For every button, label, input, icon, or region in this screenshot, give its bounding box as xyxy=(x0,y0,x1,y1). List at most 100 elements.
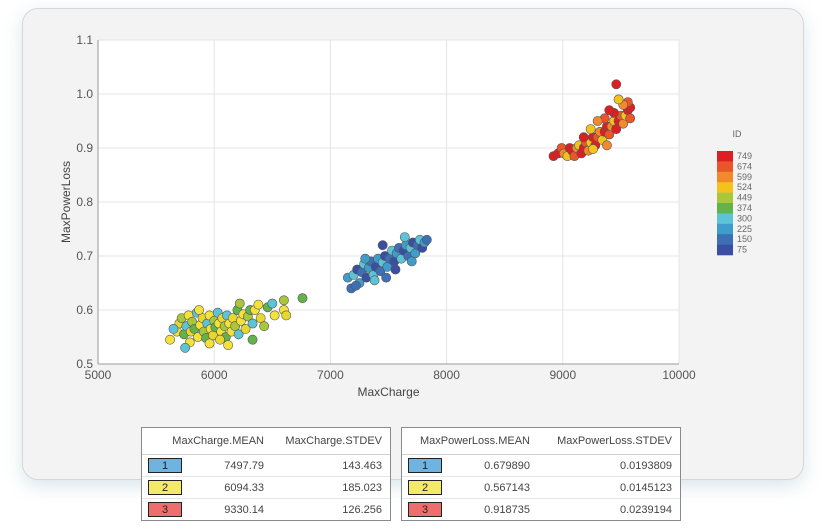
y-tick-label: 1.0 xyxy=(76,87,93,101)
data-point xyxy=(625,113,636,124)
maxcharge-stats-table: MaxCharge.MEAN MaxCharge.STDEV 1 7497.79… xyxy=(141,427,391,521)
stdev-value: 0.0193809 xyxy=(620,459,672,472)
legend-label: 674 xyxy=(737,161,752,171)
legend-label: 374 xyxy=(737,203,752,213)
y-tick-label: 0.6 xyxy=(76,303,93,317)
legend-label: 449 xyxy=(737,193,752,203)
data-point xyxy=(406,256,417,267)
column-header: MaxPowerLoss.MEAN xyxy=(419,435,530,447)
table-row: 1 0.679890 0.0193809 xyxy=(402,455,680,477)
legend-swatch xyxy=(717,171,733,183)
cluster-badge: 2 xyxy=(148,480,182,495)
column-header: MaxCharge.MEAN xyxy=(172,435,264,447)
data-point xyxy=(281,310,292,321)
x-tick-label: 6000 xyxy=(201,368,228,382)
data-point xyxy=(360,253,371,264)
table-row: 3 9330.14 126.256 xyxy=(142,499,390,520)
data-point xyxy=(351,280,361,291)
y-tick-label: 0.9 xyxy=(76,141,93,155)
legend-label: 749 xyxy=(737,151,752,161)
cluster-badge: 1 xyxy=(148,458,182,473)
data-point xyxy=(223,340,234,350)
mean-value: 0.918735 xyxy=(484,503,530,516)
x-tick-label: 5000 xyxy=(85,368,112,382)
legend-swatch xyxy=(717,151,733,162)
maxpowerloss-stats-table: MaxPowerLoss.MEAN MaxPowerLoss.STDEV 1 0… xyxy=(401,427,681,521)
column-header: MaxPowerLoss.STDEV xyxy=(557,435,672,447)
data-point xyxy=(180,342,191,353)
legend-label: 150 xyxy=(737,234,752,244)
data-point xyxy=(390,264,401,275)
data-point xyxy=(604,105,615,116)
data-point xyxy=(227,313,238,323)
data-point xyxy=(247,318,258,329)
data-point xyxy=(588,144,598,154)
y-axis-label: MaxPowerLoss xyxy=(59,161,73,243)
data-point xyxy=(259,321,270,332)
data-point xyxy=(240,323,251,334)
legend-label: 524 xyxy=(737,182,752,192)
data-point xyxy=(585,124,596,135)
data-point xyxy=(168,323,179,334)
data-point xyxy=(255,313,266,323)
y-tick-label: 0.8 xyxy=(76,195,93,209)
cluster-badge: 1 xyxy=(408,458,442,473)
legend-swatch xyxy=(717,213,733,225)
cluster-badge: 3 xyxy=(148,502,182,517)
legend-swatch xyxy=(717,244,733,256)
table-header: MaxCharge.MEAN MaxCharge.STDEV xyxy=(142,428,390,455)
data-point xyxy=(204,338,215,349)
stdev-value: 0.0239194 xyxy=(620,503,672,516)
data-point xyxy=(369,275,380,286)
data-point xyxy=(381,272,392,283)
data-point xyxy=(297,293,308,304)
x-tick-label: 8000 xyxy=(433,368,460,382)
table-row: 1 7497.79 143.463 xyxy=(142,455,390,477)
stdev-value: 143.463 xyxy=(342,459,382,472)
data-point xyxy=(194,305,204,315)
legend-swatch xyxy=(717,203,733,214)
data-point xyxy=(578,132,589,143)
legend-swatch xyxy=(717,161,733,173)
table-row: 3 0.918735 0.0239194 xyxy=(402,499,680,520)
legend-label: 225 xyxy=(737,224,752,234)
data-point xyxy=(279,295,289,306)
data-point xyxy=(269,310,280,321)
data-point xyxy=(233,329,244,340)
legend-title: ID xyxy=(733,129,743,139)
data-point xyxy=(165,334,175,345)
table-row: 2 0.567143 0.0145123 xyxy=(402,477,680,499)
data-point xyxy=(377,240,388,251)
mean-value: 9330.14 xyxy=(224,503,264,516)
x-tick-label: 7000 xyxy=(317,368,344,382)
data-point xyxy=(267,298,278,309)
data-point xyxy=(602,140,612,151)
x-axis-label: MaxCharge xyxy=(357,385,419,399)
x-tick-label: 9000 xyxy=(549,368,576,382)
data-point xyxy=(421,234,432,245)
stdev-value: 185.023 xyxy=(342,481,382,494)
legend-swatch xyxy=(717,223,733,235)
mean-value: 6094.33 xyxy=(224,481,264,494)
mean-value: 0.679890 xyxy=(484,459,530,472)
y-tick-label: 1.1 xyxy=(76,33,93,47)
legend-label: 599 xyxy=(737,172,752,182)
legend-swatch xyxy=(717,234,733,245)
data-point xyxy=(215,334,225,345)
y-tick-label: 0.7 xyxy=(76,249,93,263)
mean-value: 0.567143 xyxy=(484,481,530,494)
y-tick-label: 0.5 xyxy=(76,357,93,371)
x-tick-label: 10000 xyxy=(662,368,696,382)
stdev-value: 0.0145123 xyxy=(620,481,672,494)
legend-swatch xyxy=(717,182,733,193)
cluster-badge: 3 xyxy=(408,502,442,517)
data-point xyxy=(247,334,258,345)
mean-value: 7497.79 xyxy=(224,459,264,472)
data-point xyxy=(253,299,264,310)
column-header: MaxCharge.STDEV xyxy=(285,435,382,447)
legend-swatch xyxy=(717,192,733,204)
data-point xyxy=(592,116,603,126)
legend-label: 75 xyxy=(737,245,747,255)
data-point xyxy=(613,94,624,105)
